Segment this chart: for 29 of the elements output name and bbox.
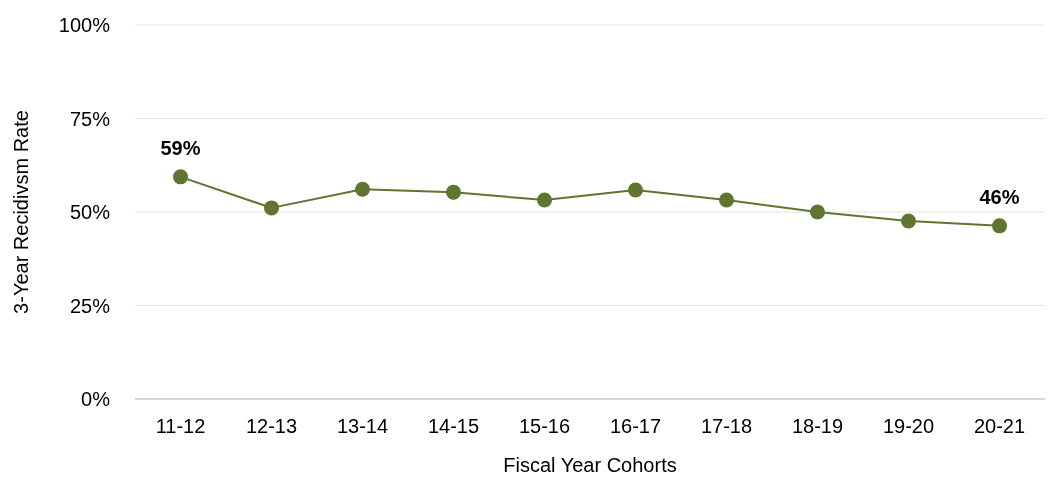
x-tick-label: 17-18 (700, 415, 753, 437)
y-tick-label: 50% (69, 201, 111, 223)
point (901, 213, 916, 229)
y-tick-label: 75% (69, 107, 111, 130)
point (719, 192, 734, 208)
x-tick-label: 13-14 (336, 415, 389, 437)
y-tick-label: 0% (81, 388, 111, 410)
point (355, 181, 370, 197)
x-tick-label: 11-12 (155, 415, 206, 437)
point (173, 169, 188, 185)
x-tick-label: 20-21 (973, 415, 1026, 437)
x-tick-label: 16-17 (609, 415, 662, 437)
point (810, 204, 825, 220)
point (264, 200, 279, 216)
y-axis-title: 3-Year Recidivsm Rate (10, 110, 32, 314)
point (628, 182, 643, 198)
x-tick-label: 15-16 (518, 415, 571, 437)
y-tick-label: 25% (69, 294, 111, 317)
data-label: 46% (979, 185, 1020, 208)
x-tick-label: 18-19 (791, 415, 844, 437)
point (992, 218, 1007, 234)
x-tick-label: 19-20 (882, 415, 935, 437)
point (446, 184, 461, 200)
x-tick-label: 12-13 (245, 415, 298, 437)
point (537, 192, 552, 208)
y-tick-label: 100% (58, 14, 111, 36)
x-tick-label: 14-15 (427, 415, 480, 437)
x-axis-title: Fiscal Year Cohorts (503, 454, 677, 476)
data-label: 59% (160, 136, 201, 159)
